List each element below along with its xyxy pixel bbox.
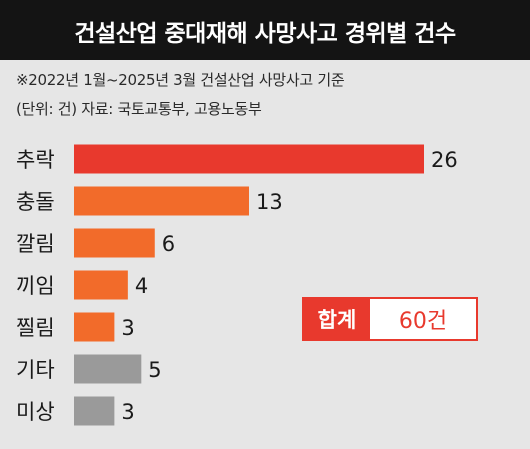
total-value: 60건 — [398, 309, 448, 334]
category-label: 기타 — [16, 358, 55, 382]
period-note: ※2022년 1월~2025년 3월 건설산업 사망사고 기준 — [16, 71, 345, 89]
value-label: 5 — [148, 358, 161, 382]
value-label: 3 — [121, 316, 134, 340]
value-label: 6 — [162, 232, 175, 256]
category-label: 깔림 — [16, 232, 55, 256]
title-bar: 건설산업 중대재해 사망사고 경위별 건수 — [0, 0, 530, 60]
value-label: 4 — [135, 274, 148, 298]
category-label: 추락 — [16, 148, 55, 172]
total-box: 합계 60건 — [302, 297, 478, 341]
chart-title: 건설산업 중대재해 사망사고 경위별 건수 — [74, 21, 456, 47]
category-label: 충돌 — [16, 190, 55, 214]
category-label: 끼임 — [16, 274, 55, 298]
bar — [74, 186, 249, 216]
total-label: 합계 — [304, 299, 370, 339]
bar — [74, 354, 142, 384]
bar — [74, 228, 155, 258]
value-label: 3 — [121, 400, 134, 424]
bar — [74, 396, 115, 426]
unit-source-note: (단위: 건) 자료: 국토교통부, 고용노동부 — [16, 100, 262, 118]
category-label: 찔림 — [16, 316, 55, 340]
bar — [74, 312, 115, 342]
bar — [74, 270, 128, 300]
value-label: 13 — [256, 190, 283, 214]
value-label: 26 — [431, 148, 458, 172]
bar — [74, 144, 424, 174]
category-label: 미상 — [16, 400, 55, 424]
